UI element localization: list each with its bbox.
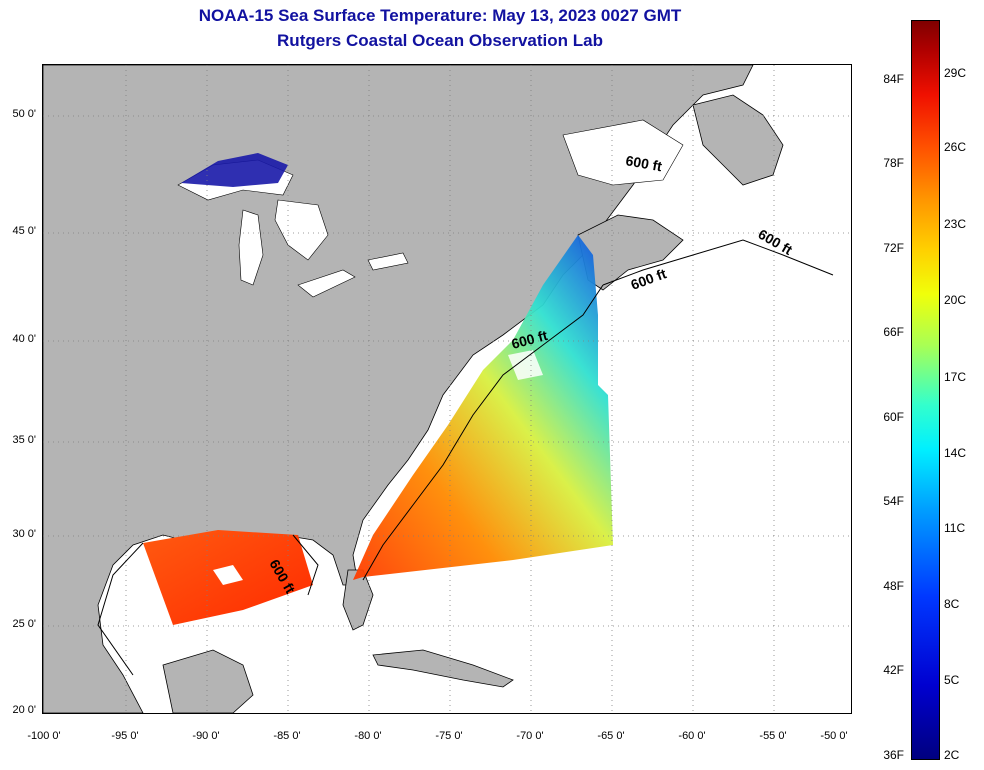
colorbar-label-60f: 60F <box>883 410 904 424</box>
lon-tick-70: -70 0' <box>516 730 544 742</box>
land-cuba <box>372 649 514 688</box>
contour-label-3: 600 ft <box>629 265 669 293</box>
st-lawrence-water <box>562 119 684 186</box>
lon-tick-100: -100 0' <box>27 730 61 742</box>
contour-label-1: 600 ft <box>624 152 663 174</box>
lon-tick-80: -80 0' <box>354 730 382 742</box>
colorbar-label-14c: 14C <box>944 446 967 460</box>
map-panel: 600 ft 600 ft 600 ft 600 ft 600 ft <box>42 64 852 714</box>
lake-superior-sst <box>181 153 288 187</box>
contour-label-2: 600 ft <box>756 226 796 258</box>
lon-tick-65: -65 0' <box>597 730 625 742</box>
lon-tick-85: -85 0' <box>273 730 301 742</box>
colorbar-label-5c: 5C <box>944 673 960 687</box>
lake-erie <box>297 269 356 298</box>
colorbar-label-48f: 48F <box>883 579 904 593</box>
colorbar-label-54f: 54F <box>883 494 904 508</box>
colorbar-label-29c: 29C <box>944 66 967 80</box>
land-yucatan <box>162 649 254 713</box>
colorbar-label-26c: 26C <box>944 140 967 154</box>
colorbar-label-36f: 36F <box>883 748 904 762</box>
colorbar-label-42f: 42F <box>883 663 904 677</box>
colorbar-label-23c: 23C <box>944 217 967 231</box>
lat-tick-50: 50 0' <box>12 108 36 120</box>
lake-ontario <box>367 252 409 271</box>
land-florida <box>342 569 374 631</box>
lon-tick-75: -75 0' <box>435 730 463 742</box>
lon-tick-95: -95 0' <box>111 730 139 742</box>
colorbar-label-78f: 78F <box>883 156 904 170</box>
lon-tick-90: -90 0' <box>192 730 220 742</box>
sst-map: 600 ft 600 ft 600 ft 600 ft 600 ft <box>43 65 851 713</box>
colorbar-label-66f: 66F <box>883 325 904 339</box>
lat-tick-25: 25 0' <box>12 618 36 630</box>
cloud-patch-atlantic <box>508 350 543 380</box>
colorbar-label-72f: 72F <box>883 241 904 255</box>
lon-tick-55: -55 0' <box>759 730 787 742</box>
temperature-colorbar <box>911 20 940 760</box>
cloud-patch-gulf <box>213 565 243 585</box>
title-line-2: Rutgers Coastal Ocean Observation Lab <box>277 31 603 50</box>
colorbar-label-8c: 8C <box>944 597 960 611</box>
colorbar-label-17c: 17C <box>944 370 967 384</box>
graticule <box>43 65 851 713</box>
lon-tick-60: -60 0' <box>678 730 706 742</box>
colorbar-label-20c: 20C <box>944 293 967 307</box>
land-newfoundland <box>692 94 784 186</box>
title-line-1: NOAA-15 Sea Surface Temperature: May 13,… <box>198 6 682 25</box>
lon-tick-50: -50 0' <box>820 730 848 742</box>
colorbar-label-2c: 2C <box>944 748 960 762</box>
atlantic-sst-swath <box>353 235 613 580</box>
lat-tick-35: 35 0' <box>12 434 36 446</box>
isobath-600ft <box>97 239 834 676</box>
lat-tick-20: 20 0' <box>12 704 36 716</box>
colorbar-label-84f: 84F <box>883 72 904 86</box>
lat-tick-40: 40 0' <box>12 333 36 345</box>
lake-michigan <box>238 209 264 286</box>
lat-tick-30: 30 0' <box>12 528 36 540</box>
lat-tick-45: 45 0' <box>12 225 36 237</box>
colorbar-label-11c: 11C <box>944 521 966 535</box>
